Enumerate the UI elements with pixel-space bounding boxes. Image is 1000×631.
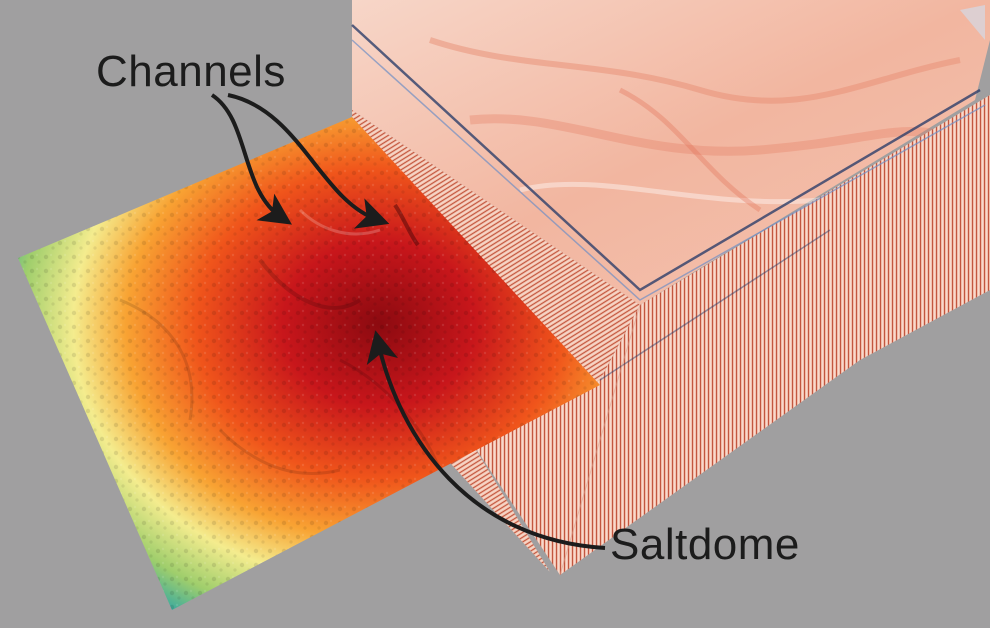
cube-edge	[559, 304, 641, 576]
cube-top-texture	[618, 87, 762, 213]
horizon-relief-line	[298, 208, 381, 236]
horizon-surface-relief	[18, 117, 600, 610]
curved-arrow-icon	[366, 330, 606, 550]
cube-reflector-line	[351, 39, 986, 301]
cube-top-texture	[469, 114, 962, 156]
curved-arrow-icon	[210, 93, 292, 225]
horizon-relief-line	[258, 258, 362, 310]
horizon-relief-line	[218, 428, 341, 476]
horizon-relief-line	[393, 203, 420, 247]
saltdome-label: Saltdome	[610, 520, 800, 569]
cube-top-texture	[429, 37, 961, 104]
curved-arrow-icon	[227, 93, 390, 229]
cube-top-texture	[960, 5, 985, 40]
seismic-cube-top-face	[352, 0, 990, 305]
cube-reflector-line	[599, 229, 831, 381]
channels-label: Channels	[96, 47, 286, 96]
seismic-cube-right-face	[470, 95, 990, 575]
cube-top-texture	[519, 181, 821, 205]
horizon-relief-line	[119, 298, 194, 421]
cube-reflector-line	[351, 24, 981, 292]
